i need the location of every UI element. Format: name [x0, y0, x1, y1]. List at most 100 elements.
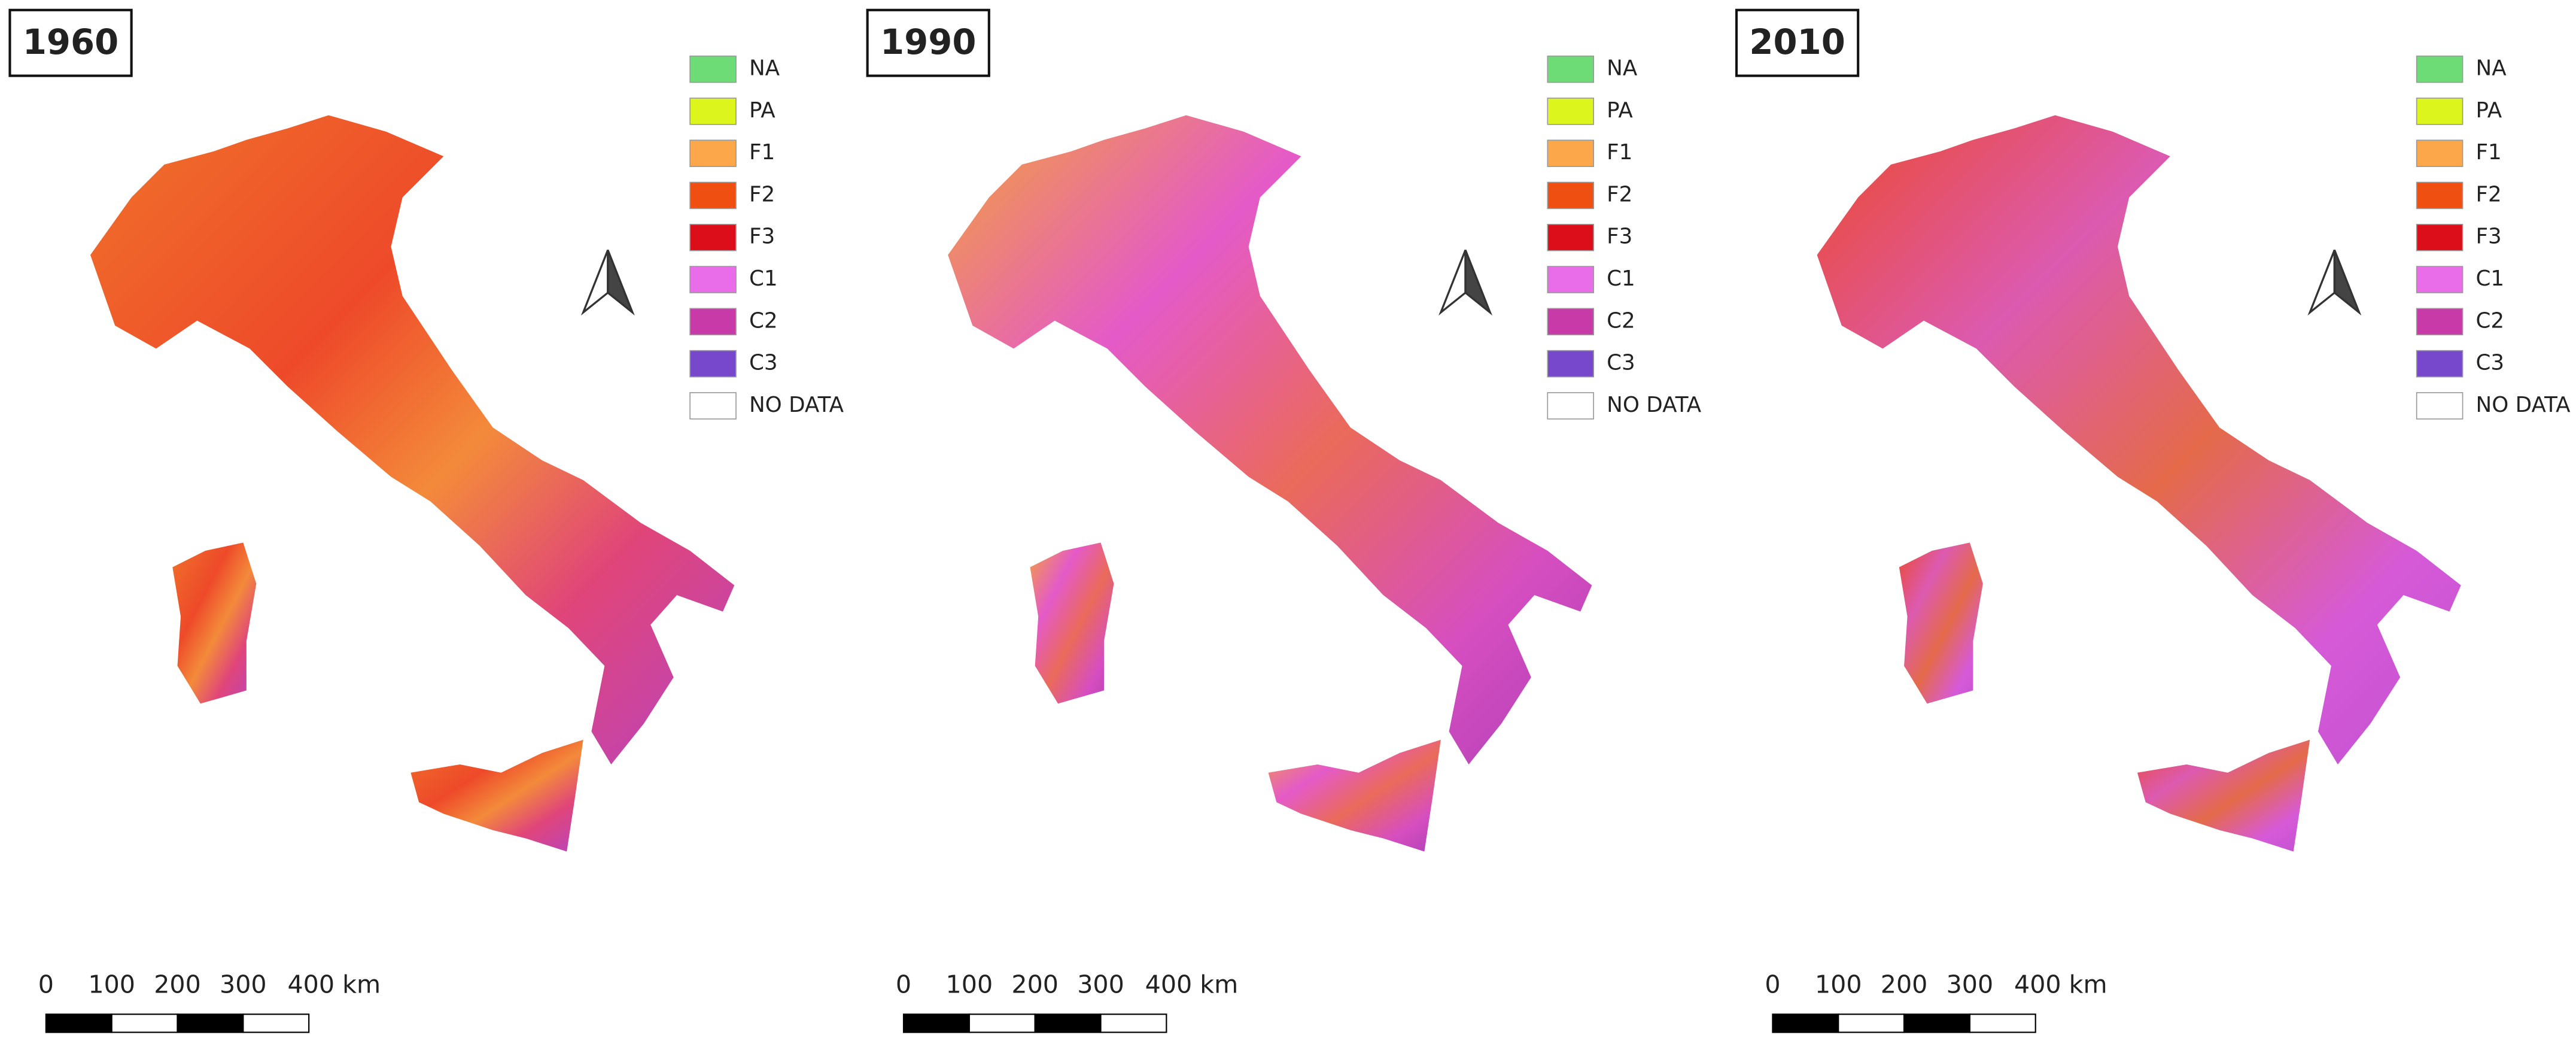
north-arrow: [607, 250, 635, 316]
italy-map: [1817, 115, 2461, 852]
legend-label: C3: [749, 351, 778, 375]
legend-label: NA: [1607, 56, 1638, 81]
map-panel: 1960 NA PA F1 F2 F3 C1 C2 C3 NO DATA 0 100 200 300 400…: [8, 8, 844, 1033]
panel-title: 1960: [23, 22, 118, 62]
legend-swatch: [2416, 266, 2464, 293]
legend-label: F1: [1607, 140, 1632, 165]
legend-swatch: [1547, 181, 1594, 210]
scale-label: 300: [1077, 970, 1124, 999]
legend-label: F1: [2476, 140, 2502, 165]
italy-map: [90, 115, 735, 852]
legend-label: F1: [749, 140, 775, 165]
legend-swatch: [689, 350, 737, 378]
legend-label: C2: [749, 308, 778, 333]
scale-label: 200: [154, 970, 201, 999]
scale-segment: [111, 1013, 178, 1033]
scale-label: 400 km: [287, 970, 381, 999]
scale-segment: [1903, 1013, 1970, 1033]
north-arrow: [1464, 250, 1493, 316]
legend-swatch: [2416, 55, 2464, 83]
legend-label: F2: [2476, 182, 2502, 207]
legend-label: NO DATA: [2476, 393, 2571, 417]
scale-label: 200: [1011, 970, 1059, 999]
legend-swatch: [1547, 266, 1594, 293]
legend-swatch: [1547, 308, 1594, 336]
legend-label: C1: [1607, 266, 1635, 291]
north-arrow: [2333, 250, 2362, 316]
scale-segment: [1969, 1013, 2036, 1033]
legend-swatch: [689, 266, 737, 293]
map-panel: 1990 NA PA F1 F2 F3 C1 C2 C3 NO DATA 0 100 200 300 400…: [866, 8, 1702, 1033]
scale-segment: [1034, 1013, 1102, 1033]
legend-swatch: [2416, 139, 2464, 167]
north-arrow: [2307, 250, 2336, 316]
legend-swatch: [1547, 139, 1594, 167]
legend-label: F3: [2476, 224, 2502, 249]
legend-label: F2: [1607, 182, 1632, 207]
scale-segment: [968, 1013, 1036, 1033]
legend-swatch: [689, 392, 737, 420]
title-box: [866, 8, 990, 77]
legend-label: NO DATA: [1607, 393, 1702, 417]
legend-swatch: [1547, 98, 1594, 125]
legend-swatch: [2416, 308, 2464, 336]
scale-segment: [1772, 1013, 1839, 1033]
scale-label: 200: [1881, 970, 1928, 999]
legend-swatch: [1547, 350, 1594, 378]
panel-title: 1990: [880, 22, 976, 62]
map-panel: 2010 NA PA F1 F2 F3 C1 C2 C3 NO DATA 0 100 200 300 400…: [1735, 8, 2571, 1033]
legend-label: F3: [749, 224, 775, 249]
scale-label: 400 km: [2014, 970, 2107, 999]
legend-label: C1: [749, 266, 778, 291]
legend-label: C1: [2476, 266, 2505, 291]
legend-swatch: [689, 181, 737, 210]
legend-swatch: [1547, 55, 1594, 83]
legend-label: NA: [2476, 56, 2507, 81]
scale-label: 100: [946, 970, 993, 999]
legend-label: C3: [2476, 351, 2505, 375]
legend-label: NO DATA: [749, 393, 844, 417]
scale-label: 400 km: [1145, 970, 1239, 999]
legend-swatch: [1547, 223, 1594, 251]
north-arrow: [580, 250, 609, 316]
legend-label: PA: [2476, 98, 2502, 123]
legend-swatch: [2416, 392, 2464, 420]
scale-label: 300: [1947, 970, 1994, 999]
legend-label: PA: [1607, 98, 1633, 123]
scale-segment: [242, 1013, 310, 1033]
scale-segment: [177, 1013, 244, 1033]
legend-label: F3: [1607, 224, 1632, 249]
scale-label: 0: [38, 970, 54, 999]
scale-segment: [45, 1013, 112, 1033]
legend-label: C2: [2476, 308, 2505, 333]
legend-swatch: [2416, 223, 2464, 251]
legend-swatch: [689, 223, 737, 251]
scale-segment: [1838, 1013, 1905, 1033]
legend-swatch: [689, 55, 737, 83]
italy-map: [948, 115, 1592, 852]
legend-swatch: [689, 139, 737, 167]
legend-label: PA: [749, 98, 775, 123]
scale-label: 100: [88, 970, 135, 999]
legend-label: C3: [1607, 351, 1635, 375]
legend-swatch: [1547, 392, 1594, 420]
scale-segment: [902, 1013, 970, 1033]
legend-swatch: [2416, 181, 2464, 210]
legend-swatch: [689, 308, 737, 336]
title-box: [8, 8, 133, 77]
legend-label: C2: [1607, 308, 1635, 333]
title-box: [1735, 8, 1860, 77]
scale-label: 300: [220, 970, 267, 999]
panel-title: 2010: [1749, 22, 1845, 62]
north-arrow: [1438, 250, 1467, 316]
legend-swatch: [2416, 350, 2464, 378]
scale-segment: [1100, 1013, 1167, 1033]
scale-label: 100: [1815, 970, 1862, 999]
scale-label: 0: [1765, 970, 1780, 999]
legend-swatch: [2416, 98, 2464, 125]
legend-swatch: [689, 98, 737, 125]
scale-label: 0: [896, 970, 911, 999]
legend-label: F2: [749, 182, 775, 207]
